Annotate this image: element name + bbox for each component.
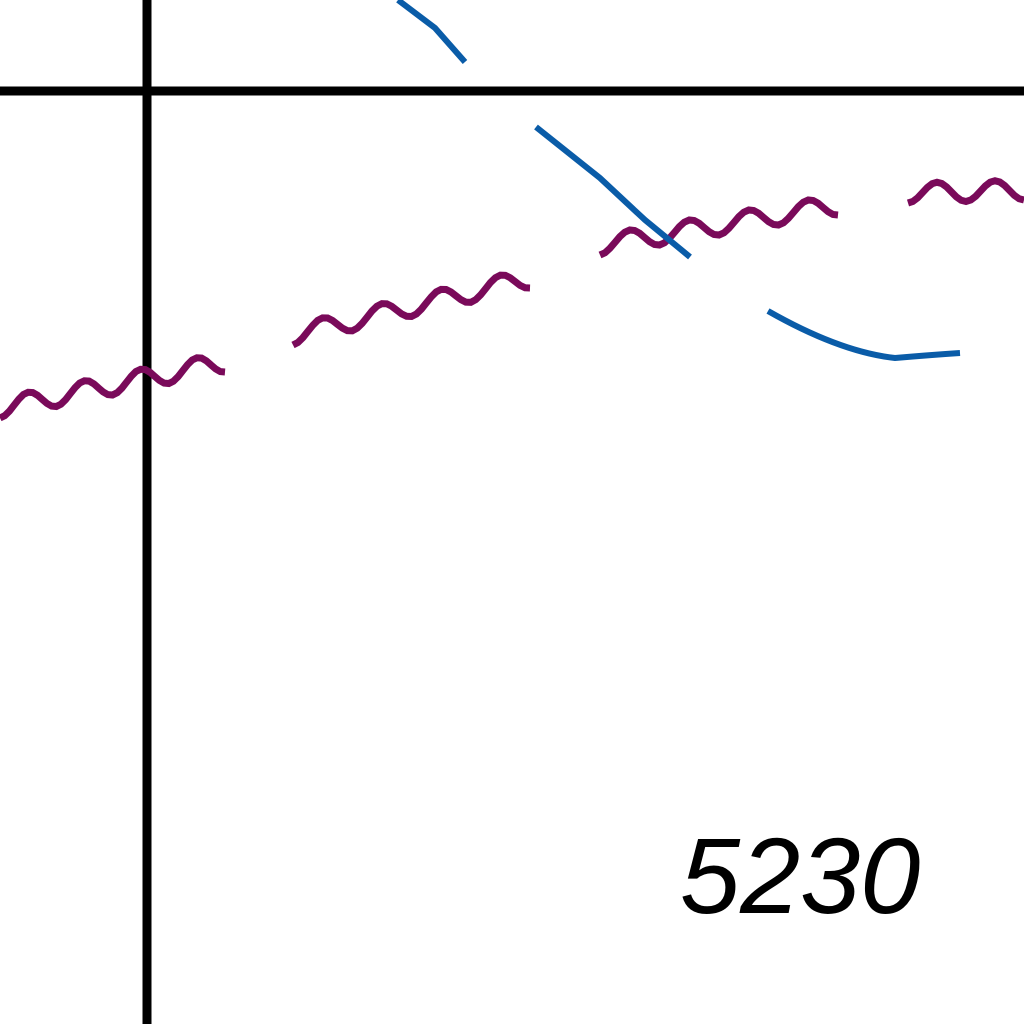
boundary-segment	[291, 271, 531, 349]
boundary-segment	[906, 177, 1024, 207]
wavy-boundary-line	[0, 177, 1024, 422]
stream-lines	[396, 0, 961, 362]
boundary-segment	[598, 196, 839, 259]
boundary-segment	[0, 354, 226, 422]
stream-line	[534, 124, 692, 260]
grid-label: 5230	[680, 815, 920, 936]
stream-line	[766, 308, 961, 362]
stream-line	[396, 0, 468, 64]
